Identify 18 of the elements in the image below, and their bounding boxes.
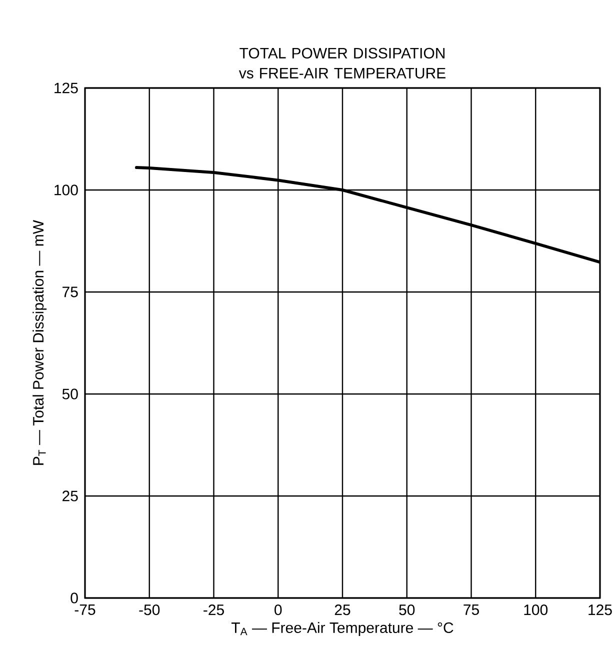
x-tick-label: -25 [204, 604, 224, 616]
y-tick-label: 75 [62, 286, 78, 298]
y-axis-title: P$_{T}$ — Total Power Dissipation — mW [32, 220, 47, 465]
x-tick-label: 75 [464, 604, 479, 615]
chart-title: TOTAL POWER DISSIPATION vs FREE-AIR TEMPERATURE [238, 48, 446, 78]
x-tick-label: 25 [334, 604, 350, 616]
x-tick-label: -75 [74, 604, 96, 615]
y-tick-label: 100 [54, 184, 78, 196]
y-tick-label: 25 [62, 490, 78, 502]
y-tick-label: 0 [70, 592, 78, 604]
y-tick-label: 50 [62, 388, 78, 400]
x-tick-label: -50 [139, 604, 160, 616]
x-axis-title: T$_{A}$ — Free-Air Temperature — °C [231, 622, 454, 636]
y-tick-label: 125 [54, 82, 78, 94]
x-tick-label: 125 [588, 604, 612, 616]
x-tick-label: 50 [399, 604, 415, 616]
x-tick-label: 0 [274, 604, 282, 616]
x-tick-label: 100 [524, 604, 548, 616]
